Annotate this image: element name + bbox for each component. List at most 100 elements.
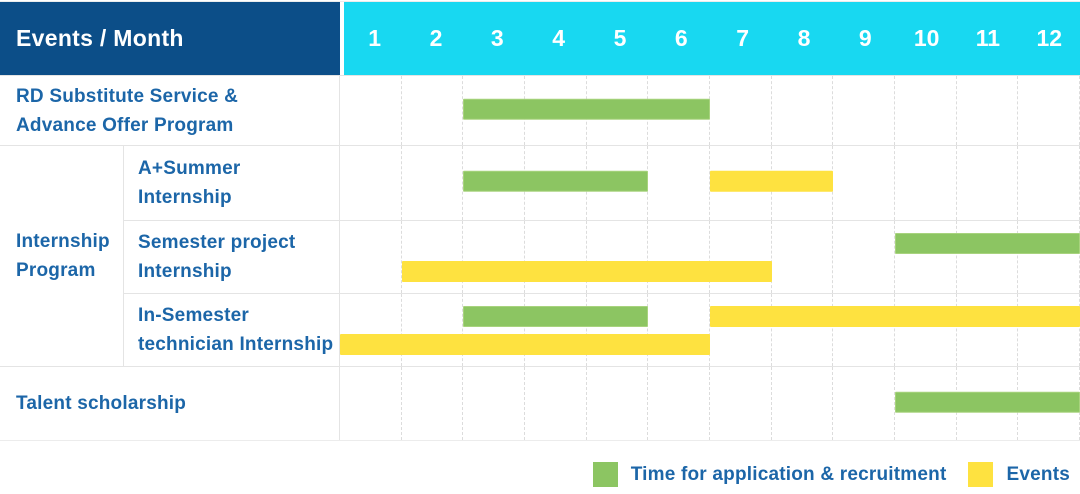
label-line: A+Summer bbox=[138, 158, 241, 179]
group-section: Internship Program A+Summer Internship Semes… bbox=[0, 145, 1080, 366]
label-line: technician Internship bbox=[138, 334, 334, 355]
application-bar bbox=[895, 233, 1080, 254]
table-header: Events / Month 1 2 3 4 5 6 7 8 9 10 11 12 bbox=[0, 2, 1080, 75]
month-column bbox=[340, 76, 402, 145]
table-body: RD Substitute Service & Advance Offer Pro… bbox=[0, 75, 1080, 440]
application-bar bbox=[463, 98, 710, 120]
table-row: RD Substitute Service & Advance Offer Pro… bbox=[0, 75, 1080, 145]
group-rows: A+Summer Internship Semester project Intern… bbox=[124, 146, 1080, 366]
month-column bbox=[648, 146, 711, 220]
sub-row-label: In-Semester technician Internship bbox=[124, 294, 340, 366]
month-column bbox=[957, 294, 1019, 366]
legend-label: Events bbox=[1006, 463, 1070, 485]
month-column bbox=[895, 76, 957, 145]
legend-label: Time for application & recruitment bbox=[630, 463, 947, 485]
sub-row-label: Semester project Internship bbox=[124, 221, 340, 293]
month-column bbox=[402, 146, 464, 220]
month-column bbox=[710, 221, 772, 293]
month-column bbox=[957, 221, 1019, 293]
table-row: Talent scholarship bbox=[0, 366, 1080, 440]
month-column bbox=[772, 294, 834, 366]
month-column bbox=[895, 221, 957, 293]
month-header-cell: 5 bbox=[613, 25, 627, 51]
application-bar bbox=[463, 306, 649, 327]
month-header-cell: 8 bbox=[797, 25, 811, 51]
month-header-cell: 11 bbox=[975, 25, 1001, 51]
month-header-cell: 9 bbox=[858, 25, 872, 51]
month-column bbox=[957, 76, 1019, 145]
month-column bbox=[772, 367, 834, 440]
month-column bbox=[710, 294, 772, 366]
label-line: Program bbox=[16, 260, 96, 281]
label-line: Internship bbox=[138, 187, 232, 208]
month-column bbox=[1018, 146, 1080, 220]
month-column bbox=[525, 294, 587, 366]
month-header-cell: 7 bbox=[736, 25, 750, 51]
month-column bbox=[402, 221, 464, 293]
label-line: Internship bbox=[138, 261, 232, 282]
month-column bbox=[648, 367, 711, 440]
month-column bbox=[340, 146, 402, 220]
application-swatch bbox=[592, 462, 618, 487]
month-column bbox=[402, 294, 464, 366]
month-column bbox=[402, 367, 464, 440]
group-label: Internship Program bbox=[0, 146, 124, 366]
month-header-cell: 10 bbox=[913, 25, 940, 51]
label-line: Semester project bbox=[138, 232, 296, 253]
label-line: Talent scholarship bbox=[16, 393, 187, 414]
month-column bbox=[833, 76, 896, 145]
month-column bbox=[710, 76, 772, 145]
events-table: Events / Month 1 2 3 4 5 6 7 8 9 10 11 12 RD Substi… bbox=[0, 1, 1080, 441]
legend: Time for application & recruitment Events bbox=[592, 461, 1070, 488]
month-header-cell: 12 bbox=[1036, 25, 1063, 51]
month-header-cell: 6 bbox=[674, 25, 688, 51]
table-row: In-Semester technician Internship bbox=[124, 293, 1080, 366]
month-column bbox=[340, 367, 402, 440]
row-label: Talent scholarship bbox=[0, 367, 340, 440]
month-grid bbox=[340, 221, 1080, 293]
month-column bbox=[1018, 221, 1080, 293]
month-column bbox=[402, 76, 464, 145]
event-bar bbox=[401, 261, 772, 282]
month-column bbox=[833, 367, 896, 440]
label-line: Advance Offer Program bbox=[16, 114, 234, 136]
month-column bbox=[895, 146, 957, 220]
month-column bbox=[1018, 294, 1080, 366]
application-bar bbox=[463, 170, 649, 192]
month-column bbox=[463, 221, 526, 293]
event-bar bbox=[710, 170, 834, 192]
month-column bbox=[710, 367, 772, 440]
month-column bbox=[772, 221, 834, 293]
month-column bbox=[833, 294, 896, 366]
month-grid bbox=[340, 76, 1080, 145]
table-row: Semester project Internship bbox=[124, 220, 1080, 293]
application-bar bbox=[895, 391, 1080, 413]
event-bar bbox=[340, 334, 710, 355]
label-line: RD Substitute Service & bbox=[16, 85, 239, 107]
label-line: In-Semester bbox=[138, 305, 249, 326]
row-label: RD Substitute Service & Advance Offer Pro… bbox=[0, 76, 340, 145]
month-column bbox=[772, 76, 834, 145]
month-column bbox=[648, 294, 711, 366]
sub-row-label: A+Summer Internship bbox=[124, 146, 340, 220]
event-bar bbox=[710, 306, 1080, 327]
month-column bbox=[1018, 76, 1080, 145]
month-header-cell: 4 bbox=[552, 25, 566, 51]
month-column bbox=[895, 294, 957, 366]
month-column bbox=[525, 221, 587, 293]
month-column bbox=[587, 367, 649, 440]
month-column bbox=[340, 294, 402, 366]
legend-item: Time for application & recruitment bbox=[592, 462, 947, 487]
month-header-cell: 1 bbox=[368, 25, 382, 51]
header-events-month-label: Events / Month bbox=[0, 2, 340, 75]
month-column bbox=[587, 294, 649, 366]
month-column bbox=[833, 221, 896, 293]
month-column bbox=[463, 367, 526, 440]
month-grid bbox=[340, 367, 1080, 440]
month-column bbox=[833, 146, 896, 220]
month-header-cell: 2 bbox=[429, 25, 443, 51]
month-grid bbox=[340, 146, 1080, 220]
month-column bbox=[340, 221, 402, 293]
month-grid bbox=[340, 294, 1080, 366]
